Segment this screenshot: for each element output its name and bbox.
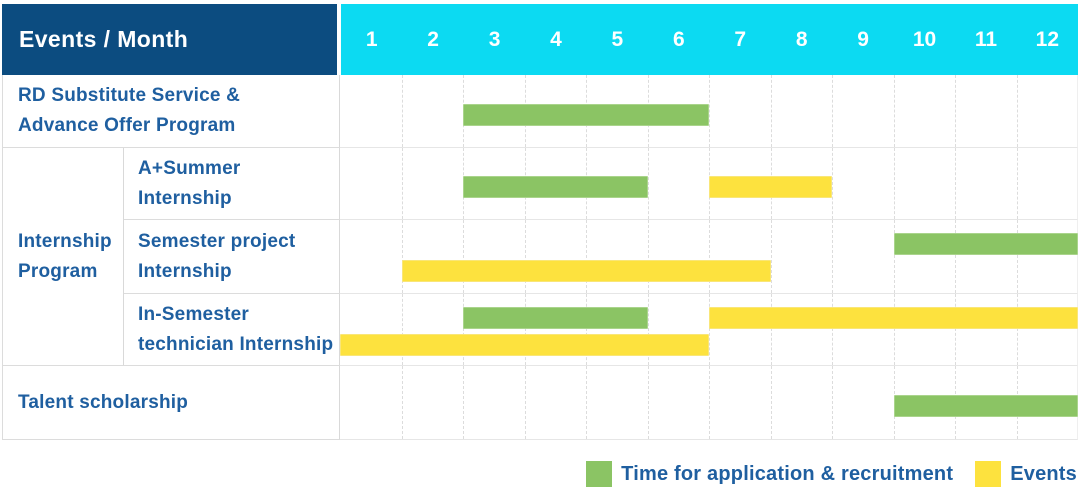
month-gridline (832, 148, 833, 219)
row-label: technician Internship (138, 333, 334, 355)
month-gridline (955, 75, 956, 147)
month-gridline (401, 75, 403, 147)
month-label: 4 (550, 27, 562, 51)
row-label-cell: In-Semester technician Internship (124, 294, 340, 366)
month-gridline (401, 366, 403, 439)
application-color-swatch (586, 461, 613, 487)
legend-item-application: Time for application & recruitment (586, 461, 953, 487)
month-gridline (524, 220, 526, 293)
month-gridline (586, 220, 587, 293)
month-gridline (955, 220, 956, 293)
month-label: 6 (672, 27, 685, 51)
month-label: 11 (974, 27, 998, 51)
month-gridline (770, 366, 772, 439)
month-gridline (832, 75, 833, 147)
month-gridline (770, 220, 772, 293)
row-label-cell: Semester project Internship (124, 220, 340, 294)
month-gridline (401, 220, 403, 293)
month-gridline (401, 148, 403, 219)
row-label: Semester project (138, 230, 296, 252)
month-gridline (463, 220, 464, 293)
legend-label-events: Events (1010, 462, 1077, 485)
month-gridline (647, 148, 649, 219)
month-gridline (770, 294, 772, 365)
month-gridline (955, 148, 956, 219)
month-gridline (463, 366, 464, 439)
group-label: Program (18, 260, 98, 282)
month-gridline (709, 294, 710, 365)
row-label: Internship (138, 187, 232, 209)
row-label: Internship (138, 260, 232, 282)
month-gridline (709, 75, 710, 147)
legend: Time for application & recruitment Event… (586, 460, 1077, 488)
gantt-bar-events (709, 176, 832, 198)
month-label: 1 (365, 27, 378, 51)
month-gridline (955, 294, 956, 365)
gantt-track (340, 75, 1078, 148)
row-label-cell: RD Substitute Service & Advance Offer Pro… (2, 75, 340, 148)
month-gridline (586, 366, 587, 439)
gantt-bar-events (709, 307, 1078, 329)
gantt-bar-application (893, 233, 1078, 255)
month-gridline (524, 294, 526, 365)
month-gridline (709, 220, 710, 293)
month-gridline (586, 294, 587, 365)
row-label: In-Semester (138, 303, 249, 325)
month-gridline (1016, 75, 1018, 147)
month-header-row: 1 2 3 4 5 6 7 8 9 10 11 12 (341, 4, 1078, 75)
month-label: 8 (795, 27, 808, 51)
gantt-track (340, 294, 1078, 366)
month-gridline (770, 75, 772, 147)
month-label: 7 (734, 27, 747, 51)
month-gridline (832, 366, 833, 439)
group-label-cell: Internship Program (2, 148, 124, 366)
month-gridline (1016, 294, 1018, 365)
row-label: Advance Offer Program (18, 115, 236, 136)
row-label: A+Summer (138, 157, 241, 179)
month-label: 10 (912, 27, 937, 51)
month-gridline (647, 220, 649, 293)
month-label: 9 (857, 27, 869, 51)
gantt-bar-application (463, 307, 648, 329)
gantt-bar-application (463, 176, 648, 198)
month-gridline (647, 294, 649, 365)
month-gridline (832, 294, 833, 365)
events-color-swatch (975, 461, 1002, 487)
month-gridline (893, 75, 895, 147)
table-corner-header: Events / Month (2, 4, 337, 75)
month-gridline (401, 294, 403, 365)
month-label: 12 (1035, 27, 1060, 51)
gantt-bar-events (340, 334, 709, 356)
gantt-track (340, 148, 1078, 220)
month-label: 2 (427, 27, 439, 51)
gantt-bar-events (401, 260, 771, 282)
gantt-track (340, 220, 1078, 294)
row-label: RD Substitute Service & (18, 85, 241, 106)
month-gridline (832, 220, 833, 293)
row-label: Talent scholarship (18, 391, 189, 413)
group-label: Internship (18, 230, 112, 252)
row-label-cell: Talent scholarship (2, 366, 340, 440)
month-gridline (893, 294, 895, 365)
legend-label-application: Time for application & recruitment (621, 462, 954, 485)
gantt-track (340, 366, 1078, 440)
month-label: 3 (488, 27, 501, 51)
legend-item-events: Events (975, 461, 1077, 487)
month-gridline (893, 220, 895, 293)
month-gridline (893, 148, 895, 219)
month-gridline (1016, 148, 1018, 219)
month-gridline (647, 366, 649, 439)
month-gridline (1016, 220, 1018, 293)
month-gridline (524, 366, 526, 439)
gantt-bar-application (893, 395, 1078, 417)
events-month-title: Events / Month (19, 26, 189, 52)
gantt-bar-application (463, 103, 709, 126)
month-gridline (463, 294, 464, 365)
month-gridline (709, 366, 710, 439)
month-label: 5 (611, 27, 624, 51)
row-label-cell: A+Summer Internship (124, 148, 340, 220)
